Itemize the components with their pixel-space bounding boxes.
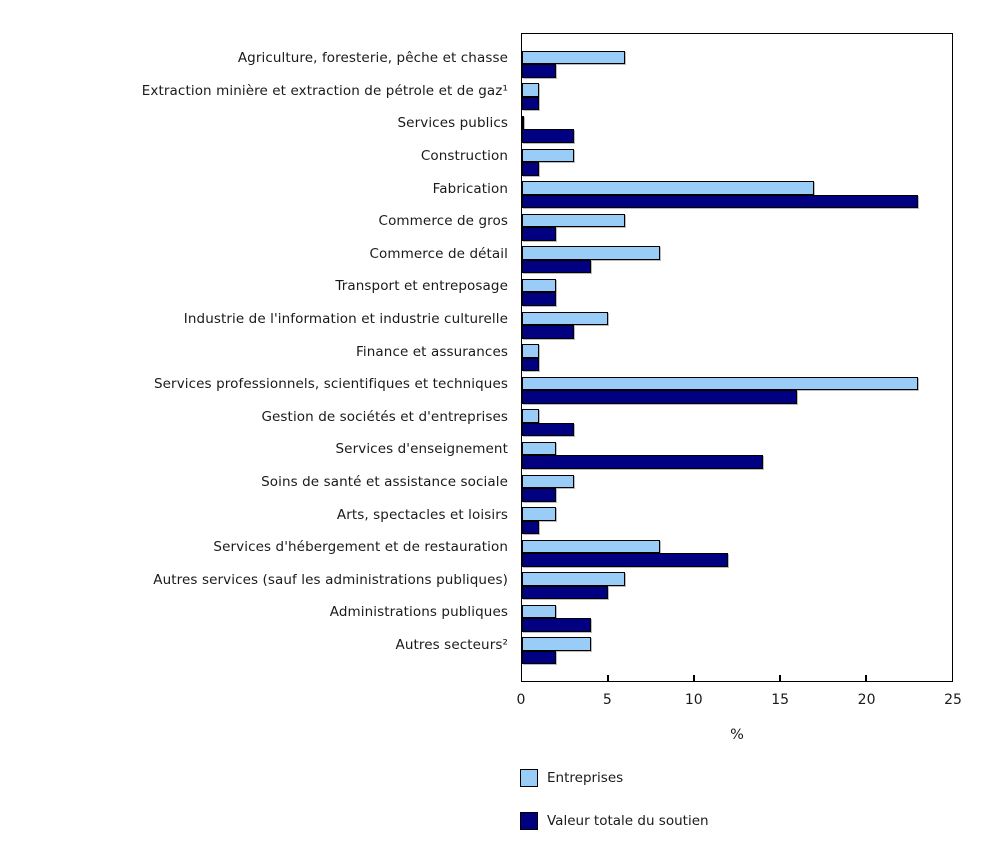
category-row <box>522 211 952 244</box>
category-label: Construction <box>420 148 508 165</box>
bar-entreprises <box>522 213 626 228</box>
bar-entreprises <box>522 572 626 586</box>
category-label: Gestion de sociétés et d'entreprises <box>261 408 508 425</box>
x-axis-tick <box>693 675 695 681</box>
bar-valeur-totale-du-soutien <box>522 292 557 306</box>
category-row <box>522 341 952 374</box>
bar-entreprises <box>522 311 608 326</box>
legend-swatch <box>520 812 538 830</box>
bar-entreprises <box>522 83 540 97</box>
bar-valeur-totale-du-soutien <box>522 129 574 143</box>
category-row <box>522 537 952 570</box>
bar-valeur-totale-du-soutien <box>522 422 574 437</box>
category-label: Soins de santé et assistance sociale <box>261 474 508 491</box>
x-axis-tick-label: 20 <box>857 692 876 708</box>
bar-valeur-totale-du-soutien <box>522 64 557 78</box>
category-row <box>522 244 952 277</box>
bar-entreprises <box>522 344 540 358</box>
x-axis-tick <box>779 675 781 681</box>
category-row <box>522 276 952 309</box>
category-row <box>522 570 952 603</box>
bar-valeur-totale-du-soutien <box>522 357 540 372</box>
bar-entreprises <box>522 181 815 195</box>
bar-valeur-totale-du-soutien <box>522 194 918 209</box>
category-labels: Agriculture, foresterie, pêche et chasse… <box>0 42 508 661</box>
category-label: Industrie de l'information et industrie … <box>183 311 508 328</box>
category-row <box>522 309 952 342</box>
bar-valeur-totale-du-soutien <box>522 585 608 600</box>
bar-entreprises <box>522 409 540 423</box>
bar-entreprises <box>522 441 557 456</box>
bar-entreprises <box>522 507 557 521</box>
x-axis-tick-label: 25 <box>944 692 962 708</box>
legend-label: Entreprises <box>547 770 624 786</box>
bar-valeur-totale-du-soutien <box>522 162 540 176</box>
x-axis-tick-label: 10 <box>684 692 703 708</box>
category-label: Extraction minière et extraction de pétr… <box>141 82 508 99</box>
bar-entreprises <box>522 539 660 554</box>
category-label: Finance et assurances <box>356 343 508 360</box>
category-row <box>522 48 952 81</box>
category-row <box>522 472 952 505</box>
category-row <box>522 407 952 440</box>
category-row <box>522 439 952 472</box>
category-label: Autres secteurs² <box>395 636 508 653</box>
legend-swatch <box>520 769 538 787</box>
legend-item: Entreprises <box>520 769 709 787</box>
bar-valeur-totale-du-soutien <box>522 520 540 535</box>
category-label: Autres services (sauf les administration… <box>153 571 508 588</box>
bar-valeur-totale-du-soutien <box>522 618 591 632</box>
category-row <box>522 81 952 114</box>
bar-entreprises <box>522 637 591 651</box>
category-row <box>522 635 952 668</box>
bar-valeur-totale-du-soutien <box>522 96 540 111</box>
category-row <box>522 113 952 146</box>
bar-entreprises <box>522 278 557 293</box>
bar-rows <box>522 48 952 667</box>
bar-valeur-totale-du-soutien <box>522 455 763 469</box>
category-label: Services professionnels, scientifiques e… <box>153 376 508 393</box>
category-label: Transport et entreposage <box>335 278 508 295</box>
category-row <box>522 178 952 211</box>
x-axis-tick <box>607 675 609 681</box>
bar-valeur-totale-du-soutien <box>522 650 557 665</box>
bar-valeur-totale-du-soutien <box>522 553 729 567</box>
bar-valeur-totale-du-soutien <box>522 390 798 404</box>
x-axis-tick-labels: 0 5 10 15 20 25 <box>517 692 962 710</box>
bar-valeur-totale-du-soutien <box>522 227 557 241</box>
bar-entreprises <box>522 246 660 260</box>
category-label: Commerce de gros <box>378 213 508 230</box>
plot-area <box>521 33 953 682</box>
category-label: Services publics <box>397 115 508 132</box>
bar-valeur-totale-du-soutien <box>522 325 574 339</box>
legend-label: Valeur totale du soutien <box>547 813 709 829</box>
category-label: Commerce de détail <box>369 245 508 262</box>
x-axis-tick-label: 15 <box>771 692 790 708</box>
x-axis-title: % <box>730 727 744 743</box>
x-axis-tick-label: 0 <box>516 692 526 708</box>
bar-entreprises <box>522 376 918 391</box>
category-row <box>522 504 952 537</box>
category-label: Arts, spectacles et loisirs <box>336 506 508 523</box>
bar-entreprises <box>522 148 574 163</box>
legend: Entreprises Valeur totale du soutien <box>520 769 709 855</box>
bar-entreprises <box>522 474 574 489</box>
bar-entreprises <box>522 604 557 619</box>
category-row <box>522 602 952 635</box>
category-label: Administrations publiques <box>329 604 508 621</box>
category-label: Services d'hébergement et de restauratio… <box>213 539 508 556</box>
category-row <box>522 146 952 179</box>
category-label: Fabrication <box>432 180 508 197</box>
category-row <box>522 374 952 407</box>
x-axis-tick-label: 5 <box>602 692 612 708</box>
category-label: Agriculture, foresterie, pêche et chasse <box>237 50 508 67</box>
bar-valeur-totale-du-soutien <box>522 259 591 274</box>
legend-item: Valeur totale du soutien <box>520 812 709 830</box>
category-label: Services d'enseignement <box>335 441 508 458</box>
bar-entreprises <box>522 115 524 130</box>
bar-entreprises <box>522 50 626 65</box>
bar-valeur-totale-du-soutien <box>522 488 557 502</box>
x-axis-tick <box>865 675 867 681</box>
